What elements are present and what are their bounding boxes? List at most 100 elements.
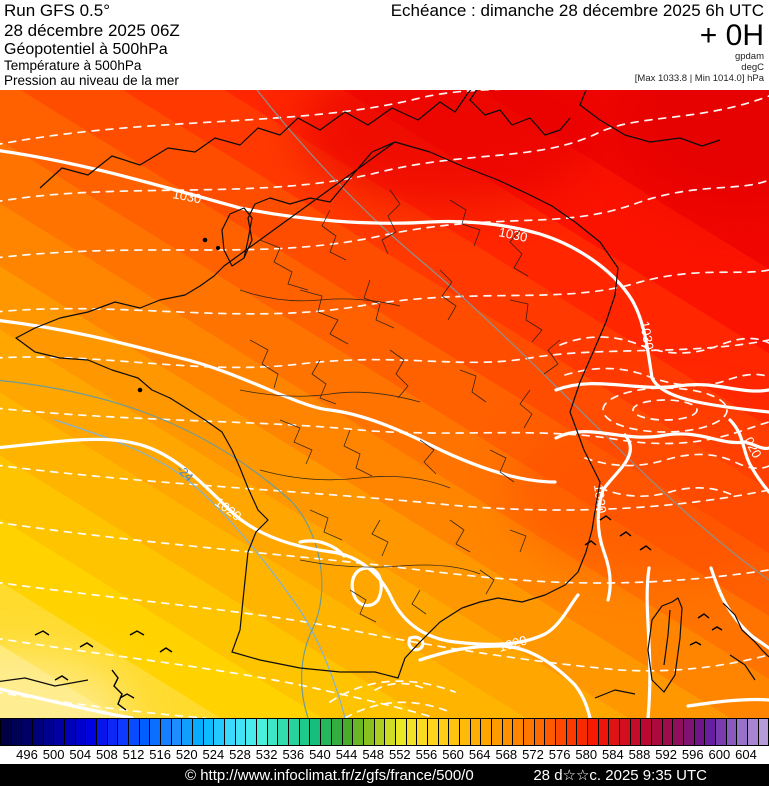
dashed-contours: [0, 90, 769, 718]
colorbar-cell: [74, 718, 86, 746]
colorbar-value: 508: [96, 747, 118, 762]
colorbar-cell: [747, 718, 758, 746]
colorbar-cell: [426, 718, 438, 746]
department-border: [343, 429, 373, 477]
department-border: [509, 529, 527, 553]
colorbar-value: 576: [548, 747, 571, 762]
colorbar-cell: [266, 718, 278, 746]
copyright-url[interactable]: © http://www.infoclimat.fr/z/gfs/france/…: [185, 766, 474, 784]
colorbar-cell: [202, 718, 214, 746]
colorbar-cell: [437, 718, 449, 746]
terrain-mark: [111, 669, 127, 711]
department-border: [299, 559, 481, 575]
island-dot: [202, 237, 208, 243]
dashed-contour: [559, 336, 769, 354]
colorbar-cell: [736, 718, 748, 746]
colorbar-cell: [117, 718, 129, 746]
dashed-contour: [0, 691, 206, 718]
colorbar-cell: [181, 718, 193, 746]
terrain-mark: [689, 613, 723, 646]
colorbar-cell: [458, 718, 470, 746]
colorbar-cell: [394, 718, 406, 746]
dashed-contour: [564, 367, 769, 387]
dashed-contour: [0, 269, 769, 315]
colorbar-cell: [544, 718, 555, 746]
department-border: [449, 199, 481, 247]
run-date: 28 décembre 2025 06Z: [4, 21, 180, 40]
isobar-corsica-west: [645, 566, 652, 718]
colorbar-cell: [298, 718, 310, 746]
colorbar-cell: [373, 718, 385, 746]
colorbar-value: 596: [681, 747, 704, 762]
colorbar-value: 584: [602, 747, 624, 762]
geopotential-max-blob: [300, 90, 600, 205]
colorbar-cell: [597, 718, 609, 746]
department-border: [509, 229, 529, 277]
island-dot: [137, 387, 143, 393]
colorbar-cell: [640, 718, 651, 746]
colorbar-value: 552: [388, 747, 411, 762]
dashed-contour: [0, 581, 769, 672]
colorbar-cell: [288, 718, 299, 746]
dashed-contour: [0, 179, 769, 259]
colorbar-value: 560: [442, 747, 464, 762]
colorbar-value: 496: [16, 747, 38, 762]
isobar-1025: [0, 319, 557, 484]
colorbar-cell: [85, 718, 97, 746]
department-border: [479, 569, 495, 595]
colorbar-cell: [693, 718, 705, 746]
isobar-label: 1030: [171, 186, 202, 206]
italy-coast: [722, 602, 769, 681]
france-coast: [15, 141, 619, 679]
department-border: [509, 299, 543, 343]
department-border: [371, 519, 389, 557]
isotherm-line-gray: [256, 90, 769, 581]
colorbar-cell: [277, 718, 289, 746]
department-border: [449, 519, 471, 553]
colorbar-cell: [341, 718, 353, 746]
colorbar-cell: [469, 718, 481, 746]
colorbar-cell: [10, 718, 22, 746]
department-border: [519, 389, 533, 429]
colorbar-cell: [480, 718, 491, 746]
colorbar-value: 568: [495, 747, 518, 762]
param-main: Géopotentiel à 500hPa: [4, 41, 168, 58]
colorbar-cell: [352, 718, 363, 746]
colorbar-value: 572: [522, 747, 544, 762]
generation-timestamp: 28 d☆☆c. 2025 9:35 UTC: [533, 767, 707, 784]
isobar-label: 1030: [497, 224, 528, 245]
department-border: [311, 359, 337, 405]
colorbar-value: 520: [175, 747, 198, 762]
isobar-corsica-east: [709, 566, 769, 650]
geopotential-colorbar: [0, 718, 769, 746]
colorbar-cell: [128, 718, 139, 746]
colorbar-cell: [757, 718, 769, 746]
colorbar-cell: [256, 718, 267, 746]
colorbar-cell: [384, 718, 395, 746]
colorbar-value: 604: [735, 747, 757, 762]
coastlines: [0, 90, 769, 699]
colorbar-value: 592: [655, 747, 677, 762]
colorbar-cell: [565, 718, 577, 746]
isobar-corsica-south: [686, 697, 769, 708]
dashed-contour: [0, 464, 769, 511]
dashed-contour: [602, 387, 728, 433]
terrain-mark: [584, 515, 652, 551]
department-border: [349, 589, 377, 623]
department-border: [381, 189, 401, 255]
kent-coast: [469, 90, 571, 136]
colorbar-cell: [704, 718, 716, 746]
department-border: [363, 279, 395, 329]
colorbar-cell: [661, 718, 673, 746]
map-area[interactable]: 1030 1030 1030 1020 1020 1020 020 -24: [0, 90, 769, 718]
department-border: [543, 339, 561, 375]
colorbar-cell: [42, 718, 54, 746]
colorbar-cell: [683, 718, 694, 746]
colorbar-cell: [330, 718, 342, 746]
department-border: [259, 469, 451, 489]
island-dot: [215, 245, 221, 251]
run-model: Run GFS 0.5°: [4, 1, 111, 20]
colorbar-cell: [618, 718, 630, 746]
pressure-minmax: [Max 1033.8 | Min 1014.0] hPa: [634, 73, 764, 84]
colorbar-value: 600: [708, 747, 731, 762]
